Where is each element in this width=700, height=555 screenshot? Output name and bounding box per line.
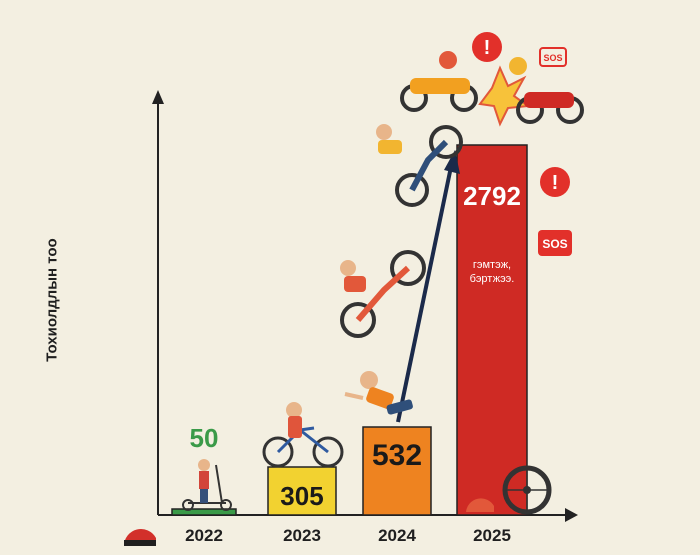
motorcycle-jump-icon	[376, 124, 463, 207]
wheel-icon	[502, 465, 552, 515]
alert-badge-icon: !	[472, 32, 502, 62]
value-label-2023: 305	[280, 481, 323, 511]
sos-sign-icon: SOS	[539, 47, 567, 67]
x-tick-label: 2023	[283, 526, 321, 545]
x-tick-label: 2022	[185, 526, 223, 545]
sos-badge: SOS	[538, 230, 572, 256]
motorcycle-crash-icon	[400, 51, 584, 127]
value-label-2024: 532	[372, 439, 422, 472]
value-label-2022: 50	[190, 423, 219, 453]
helmet-icon	[466, 498, 494, 512]
falling-rider-icon	[344, 371, 413, 415]
x-tick-label: 2025	[473, 526, 511, 545]
trend-arrowhead-icon	[444, 150, 460, 174]
bar-2023	[267, 466, 337, 516]
value-label-2025: 2792	[463, 181, 521, 211]
trend-arrow-icon	[396, 161, 454, 423]
x-tick-label: 2024	[378, 526, 416, 545]
alert-badge-text: !	[484, 37, 491, 59]
motorcycle-wheelie-icon	[340, 250, 426, 338]
sos-sign-text: SOS	[543, 53, 562, 63]
x-axis-arrowhead	[565, 508, 578, 522]
bicycle-rider-icon	[262, 402, 344, 468]
bar-2024	[362, 426, 432, 516]
y-axis-arrowhead	[152, 90, 164, 104]
y-axis-label: Тохиолдлын тоо	[43, 238, 61, 362]
bar-2025	[456, 144, 528, 516]
helmet-icon	[124, 529, 156, 546]
sos-badge-text: SOS	[542, 237, 567, 251]
kick-scooter-icon	[182, 459, 232, 511]
bar-2022	[171, 508, 237, 516]
bar-annotation: гэмтэж, бэртжээ.	[469, 259, 515, 285]
alert-badge-text: !	[552, 172, 559, 194]
alert-badge-icon: !	[540, 167, 570, 197]
